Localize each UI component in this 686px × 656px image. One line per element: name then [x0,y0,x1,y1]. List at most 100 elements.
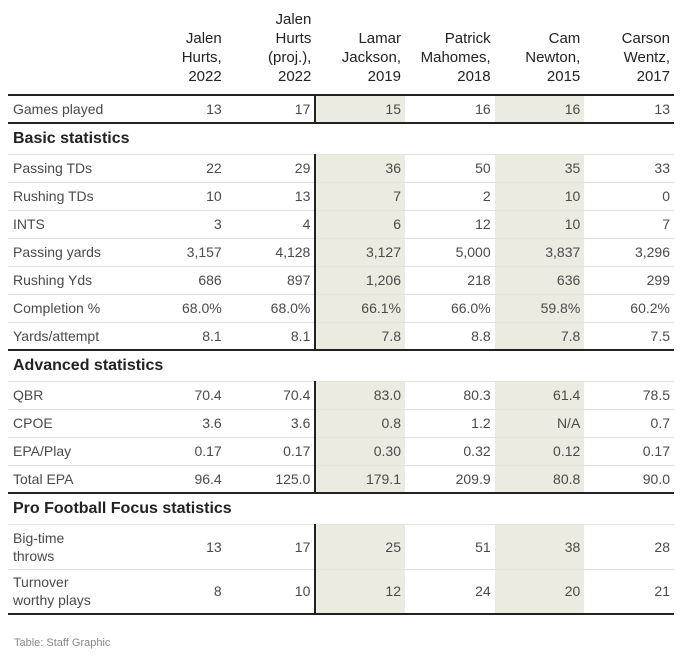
value-cell: 66.1% [314,294,405,323]
value-cell: 3,296 [584,238,674,267]
section-title: Pro Football Focus statistics [8,492,674,525]
value-cell: 60.2% [584,294,674,323]
column-header: Jalen Hurts, 2022 [136,8,226,95]
value-cell: 125.0 [225,465,316,494]
row-label-line: Turnover [13,574,69,591]
section-header-row: Pro Football Focus statistics [8,492,674,525]
column-header-line: Mahomes, [420,49,491,66]
table-row: Games played 13 17 15 16 16 13 [8,94,674,124]
column-header: Lamar Jackson, 2019 [315,8,405,95]
section-title: Basic statistics [8,122,674,155]
column-header-line: 2018 [457,68,491,85]
value-cell: 13 [136,94,226,124]
table-row: Rushing TDs 10 13 7 2 10 0 [8,182,674,211]
value-cell: 0.17 [584,437,674,466]
table-row: CPOE 3.6 3.6 0.8 1.2 N/A 0.7 [8,409,674,438]
column-header-line: Patrick [444,30,491,47]
value-cell: 10 [225,569,316,615]
value-cell: 12 [314,569,405,615]
value-cell: 10 [494,182,585,211]
value-cell: 8.8 [405,322,495,351]
value-cell: 12 [405,210,495,239]
value-cell: 7 [314,182,405,211]
value-cell: 96.4 [136,465,226,494]
value-cell: 15 [314,94,405,124]
row-label-line: worthy plays [13,592,91,609]
column-header-line: Jalen [185,30,222,47]
value-cell: 0.32 [405,437,495,466]
column-header-line: Lamar [358,30,401,47]
column-header-line: Jackson, [341,49,401,66]
row-label: Passing TDs [8,154,137,183]
value-cell: 299 [584,266,674,295]
column-header-line: (proj.), [268,49,312,66]
value-cell: 7.5 [584,322,674,351]
value-cell: 36 [314,154,405,183]
row-label-line: throws [13,547,55,564]
column-header-line: Hurts, [181,49,222,66]
value-cell: 50 [405,154,495,183]
value-cell: 78.5 [584,381,674,410]
value-cell: 80.8 [494,465,585,494]
value-cell: 636 [494,266,585,295]
header-row: Jalen Hurts, 2022 Jalen Hurts (proj.), 2022 Lam… [8,8,674,95]
value-cell: 1,206 [314,266,405,295]
table-body: Games played 13 17 15 16 16 13 Basic statistics… [8,94,674,615]
value-cell: 68.0% [136,294,226,323]
column-header-line: Jalen [275,11,312,28]
value-cell: 80.3 [405,381,495,410]
table-row: Big-time throws 13 17 25 51 38 28 [8,524,674,570]
row-label: EPA/Play [8,437,137,466]
row-label-line: Big-time [13,529,65,546]
row-label: Passing yards [8,238,137,267]
value-cell: 10 [494,210,585,239]
value-cell: 3,157 [136,238,226,267]
value-cell: 29 [225,154,316,183]
value-cell: 0.17 [225,437,316,466]
value-cell: 17 [225,94,316,124]
value-cell: 3 [136,210,226,239]
column-header: Cam Newton, 2015 [495,8,585,95]
value-cell: 68.0% [225,294,316,323]
value-cell: 0.30 [314,437,405,466]
value-cell: 28 [584,524,674,570]
column-header-line: Newton, [525,49,581,66]
row-label: Rushing Yds [8,266,137,295]
value-cell: 21 [584,569,674,615]
source-note: Table: Staff Graphic [14,637,111,649]
value-cell: 4 [225,210,316,239]
value-cell: 3,837 [494,238,585,267]
row-label: Total EPA [8,465,137,494]
stats-table: Jalen Hurts, 2022 Jalen Hurts (proj.), 2022 Lam… [8,8,674,615]
row-label: QBR [8,381,137,410]
value-cell: 20 [494,569,585,615]
column-header-line: 2022 [188,68,222,85]
value-cell: 70.4 [136,381,226,410]
value-cell: 38 [494,524,585,570]
table-row: Total EPA 96.4 125.0 179.1 209.9 80.8 90.0 [8,465,674,494]
table-row: Yards/attempt 8.1 8.1 7.8 8.8 7.8 7.5 [8,322,674,351]
row-label: Games played [8,94,137,124]
row-label: INTS [8,210,137,239]
value-cell: 90.0 [584,465,674,494]
value-cell: 5,000 [405,238,495,267]
value-cell: 7.8 [314,322,405,351]
value-cell: 16 [494,94,585,124]
value-cell: 2 [405,182,495,211]
section-header-row: Basic statistics [8,122,674,155]
value-cell: 7 [584,210,674,239]
value-cell: 0.17 [136,437,226,466]
column-header-line: 2022 [277,68,312,85]
value-cell: 0 [584,182,674,211]
value-cell: 16 [405,94,495,124]
value-cell: 13 [584,94,674,124]
column-header-line: Wentz, [623,49,670,66]
value-cell: 0.8 [314,409,405,438]
value-cell: 66.0% [405,294,495,323]
table-row: EPA/Play 0.17 0.17 0.30 0.32 0.12 0.17 [8,437,674,466]
row-label: CPOE [8,409,137,438]
column-header-line: 2017 [636,68,670,85]
value-cell: 0.12 [494,437,585,466]
value-cell: 3,127 [314,238,405,267]
